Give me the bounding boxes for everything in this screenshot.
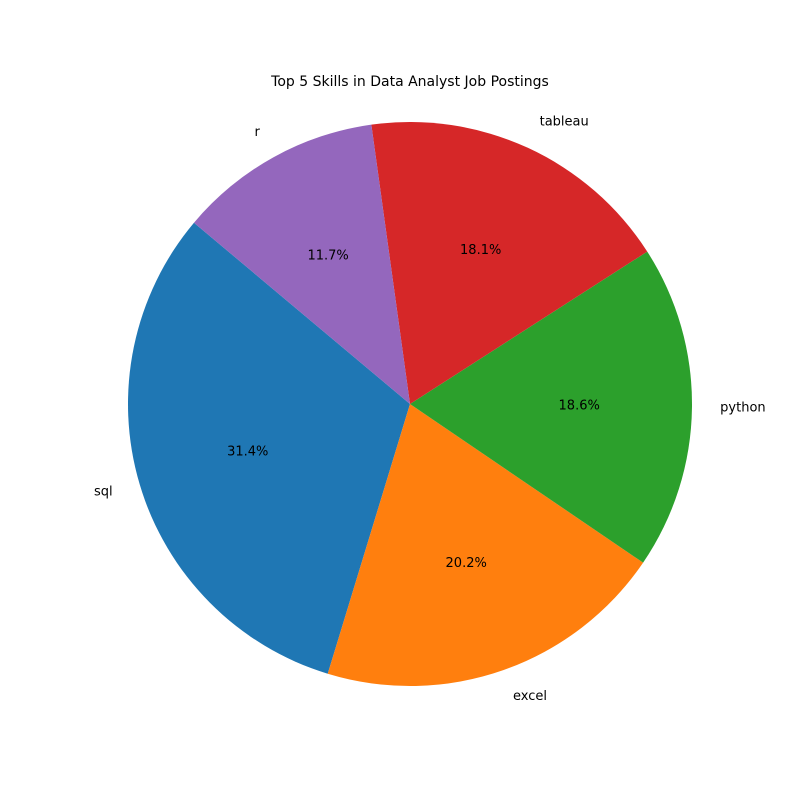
slice-percent-tableau: 18.1% bbox=[460, 243, 501, 258]
chart-title: Top 5 Skills in Data Analyst Job Posting… bbox=[270, 74, 549, 90]
pie-slice-python bbox=[410, 251, 693, 563]
slice-percent-sql: 31.4% bbox=[227, 445, 268, 460]
slice-label-excel: excel bbox=[513, 689, 547, 704]
slice-label-sql: sql bbox=[94, 485, 113, 500]
slice-percent-python: 18.6% bbox=[559, 399, 600, 414]
slice-label-r: r bbox=[255, 125, 261, 140]
pie-labels: sql 31.4% excel 20.2% python 18.6% tableau 18.1… bbox=[94, 115, 766, 704]
pie-slice-r bbox=[193, 124, 410, 404]
pie-slices bbox=[127, 121, 693, 687]
slice-percent-excel: 20.2% bbox=[446, 556, 487, 571]
pie-slice-excel bbox=[327, 404, 644, 687]
slice-percent-r: 11.7% bbox=[307, 248, 348, 263]
pie-slice-tableau bbox=[371, 121, 648, 405]
slice-label-python: python bbox=[720, 401, 765, 416]
slice-label-tableau: tableau bbox=[540, 115, 589, 130]
pie-slice-sql bbox=[127, 222, 410, 674]
